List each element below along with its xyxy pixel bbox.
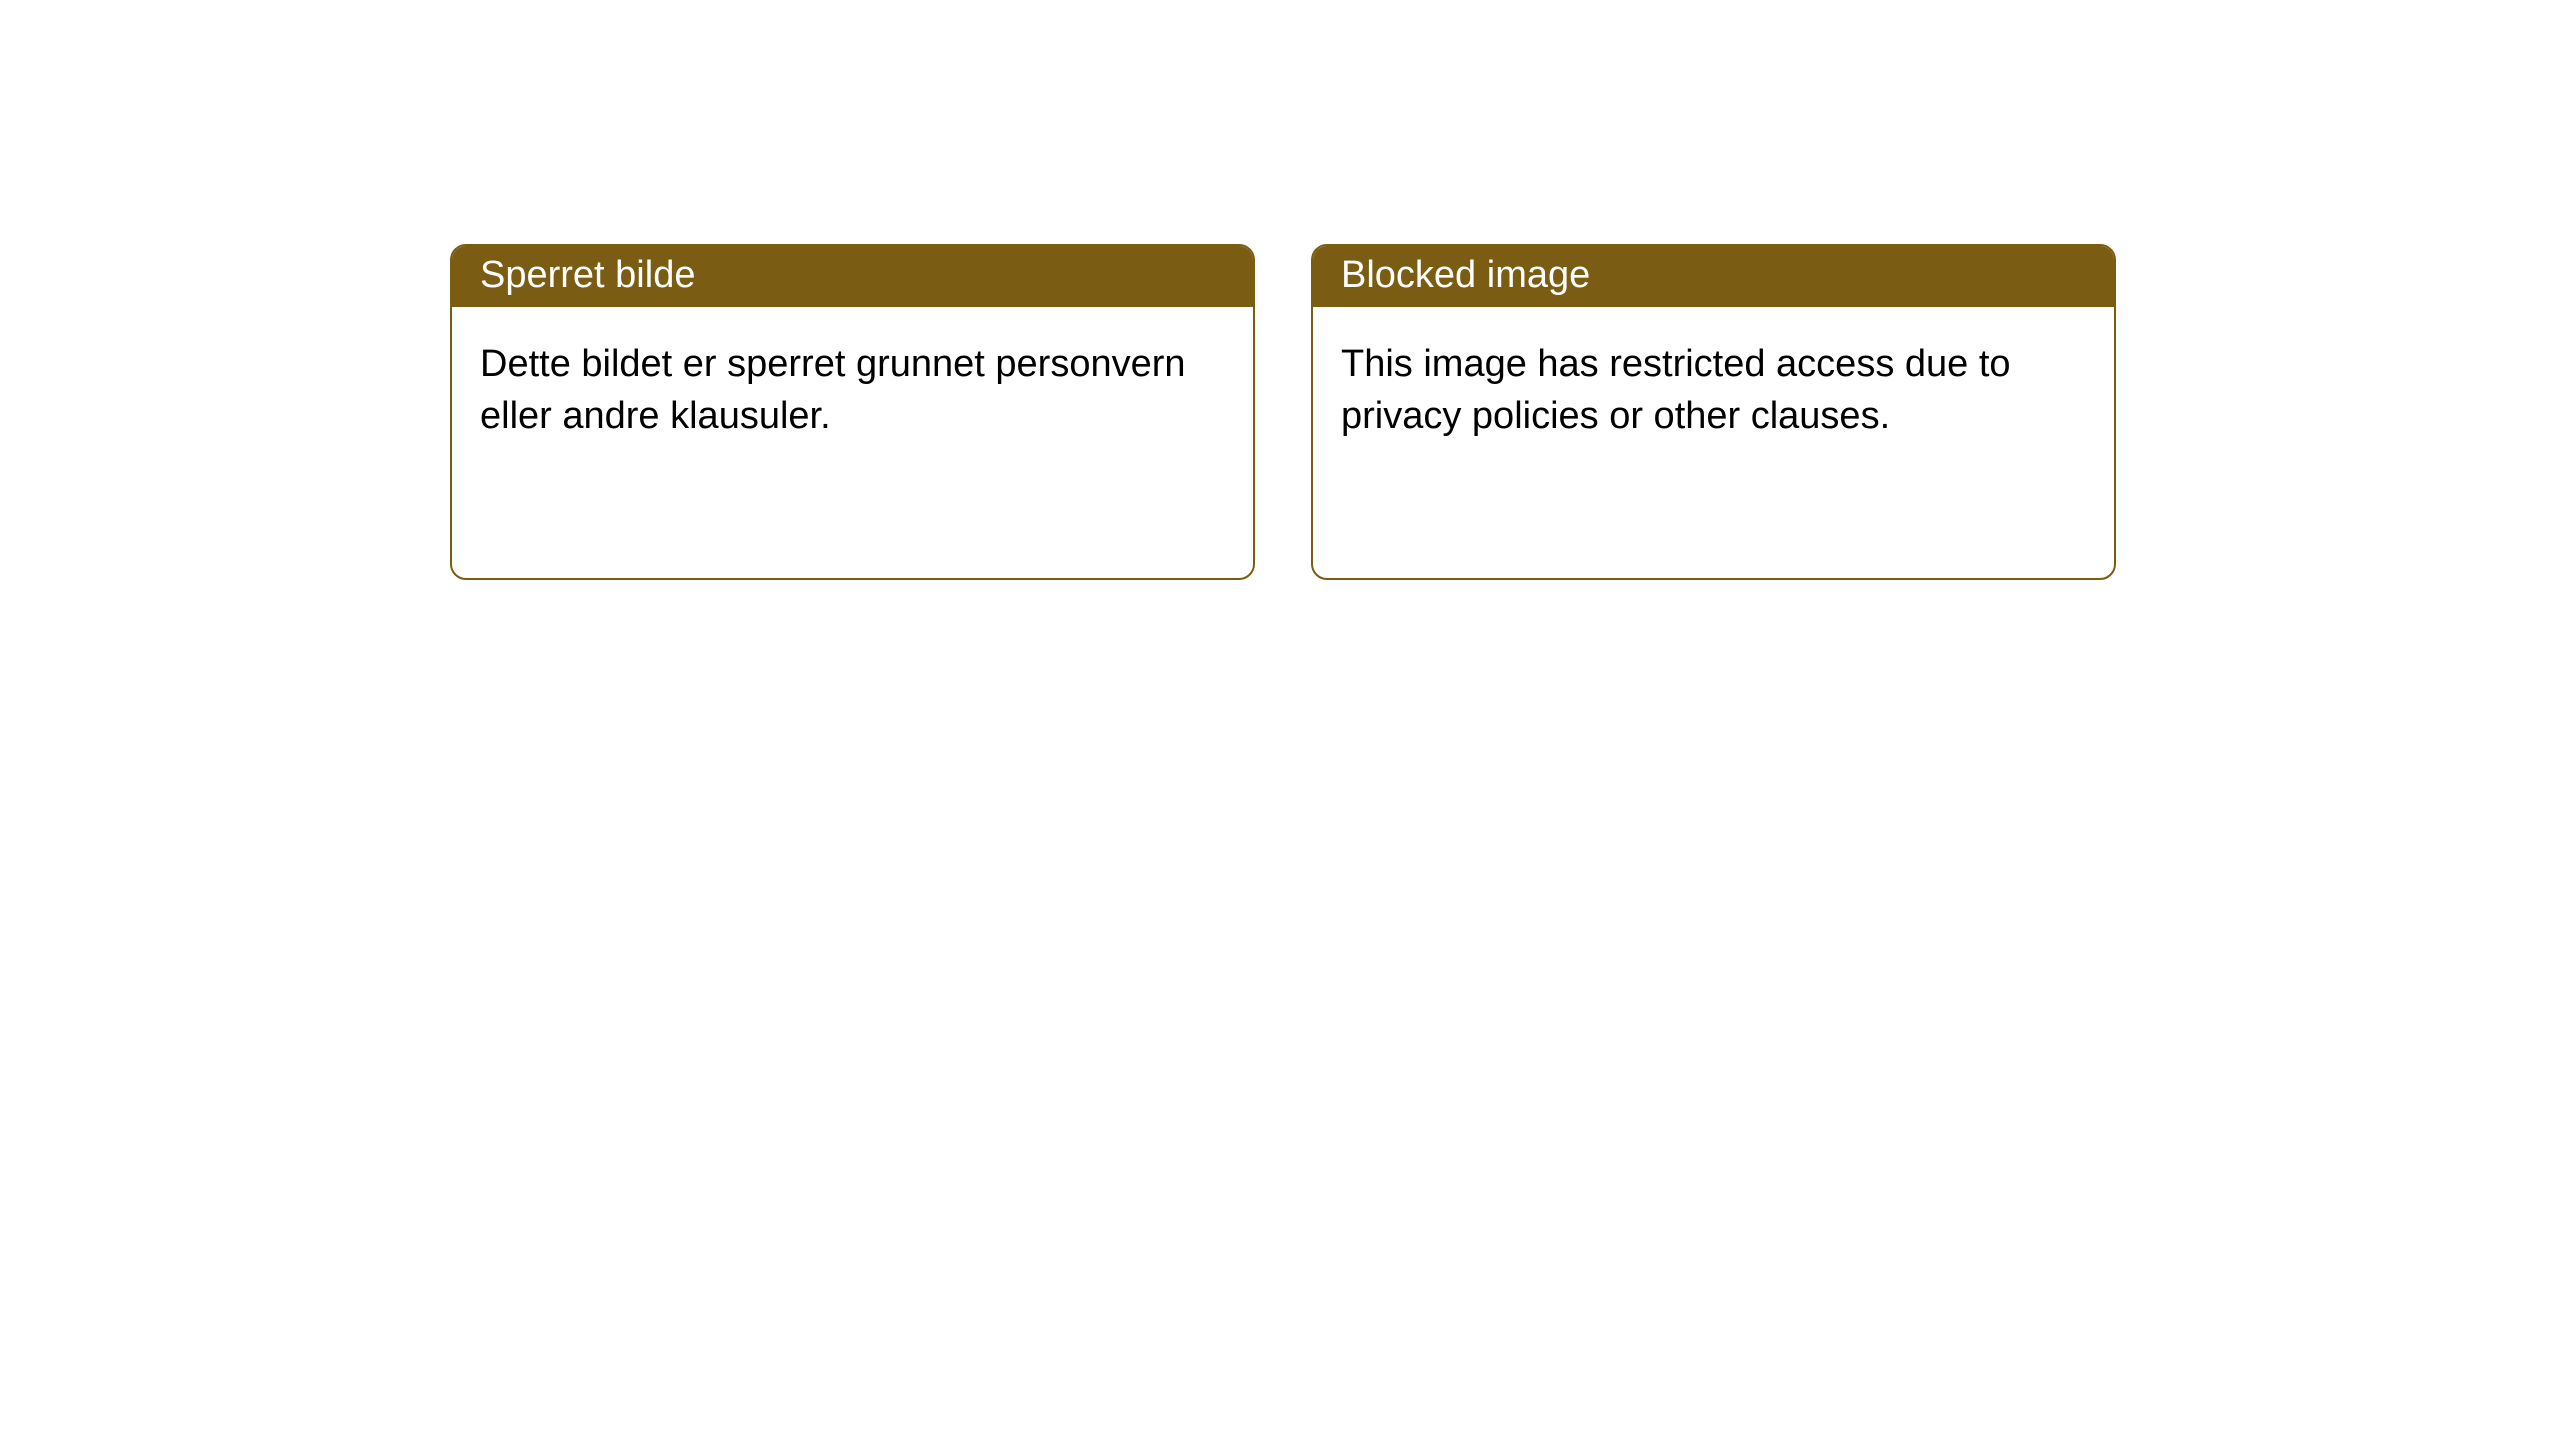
notice-container: Sperret bilde Dette bildet er sperret gr… — [0, 0, 2560, 580]
notice-card-norwegian: Sperret bilde Dette bildet er sperret gr… — [450, 244, 1255, 580]
notice-header: Sperret bilde — [452, 246, 1253, 307]
notice-body: This image has restricted access due to … — [1313, 307, 2114, 470]
notice-card-english: Blocked image This image has restricted … — [1311, 244, 2116, 580]
notice-header: Blocked image — [1313, 246, 2114, 307]
notice-body: Dette bildet er sperret grunnet personve… — [452, 307, 1253, 470]
